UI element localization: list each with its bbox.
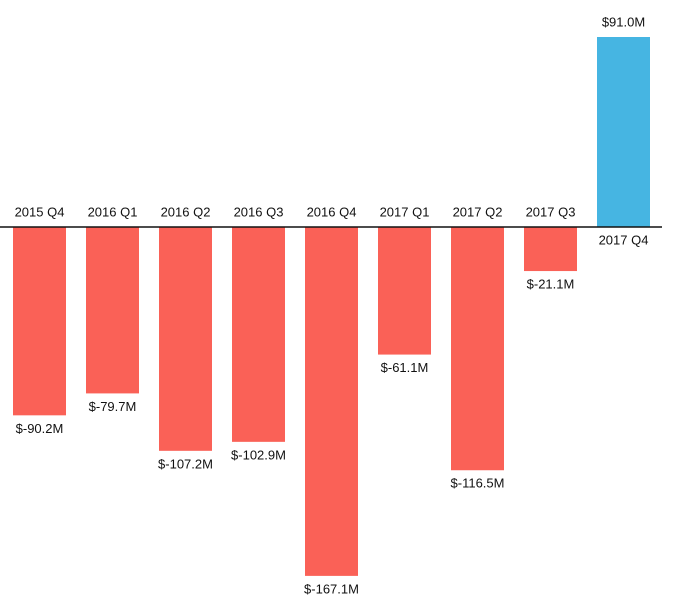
bar (378, 227, 431, 355)
category-label: 2016 Q3 (234, 204, 284, 219)
bar (524, 227, 577, 272)
value-label: $-116.5M (451, 476, 505, 491)
category-label: 2017 Q2 (453, 204, 503, 219)
value-label: $-90.2M (16, 421, 64, 436)
category-label: 2016 Q2 (161, 204, 211, 219)
bar (86, 227, 139, 394)
category-label: 2017 Q1 (380, 204, 430, 219)
bar (597, 37, 650, 227)
value-label: $91.0M (602, 14, 645, 29)
category-label: 2017 Q3 (526, 204, 576, 219)
value-label: $-107.2M (158, 456, 213, 471)
bar (451, 227, 504, 471)
category-label: 2015 Q4 (15, 204, 65, 219)
value-label: $-102.9M (231, 447, 286, 462)
value-label: $-21.1M (527, 276, 575, 291)
category-label: 2016 Q4 (307, 204, 357, 219)
bar (13, 227, 66, 416)
bar (232, 227, 285, 442)
category-label: 2016 Q1 (88, 204, 138, 219)
bar (305, 227, 358, 576)
value-label: $-167.1M (304, 581, 359, 596)
value-label: $-79.7M (89, 399, 137, 414)
category-label: 2017 Q4 (599, 232, 649, 247)
bar (159, 227, 212, 451)
value-label: $-61.1M (381, 360, 429, 375)
